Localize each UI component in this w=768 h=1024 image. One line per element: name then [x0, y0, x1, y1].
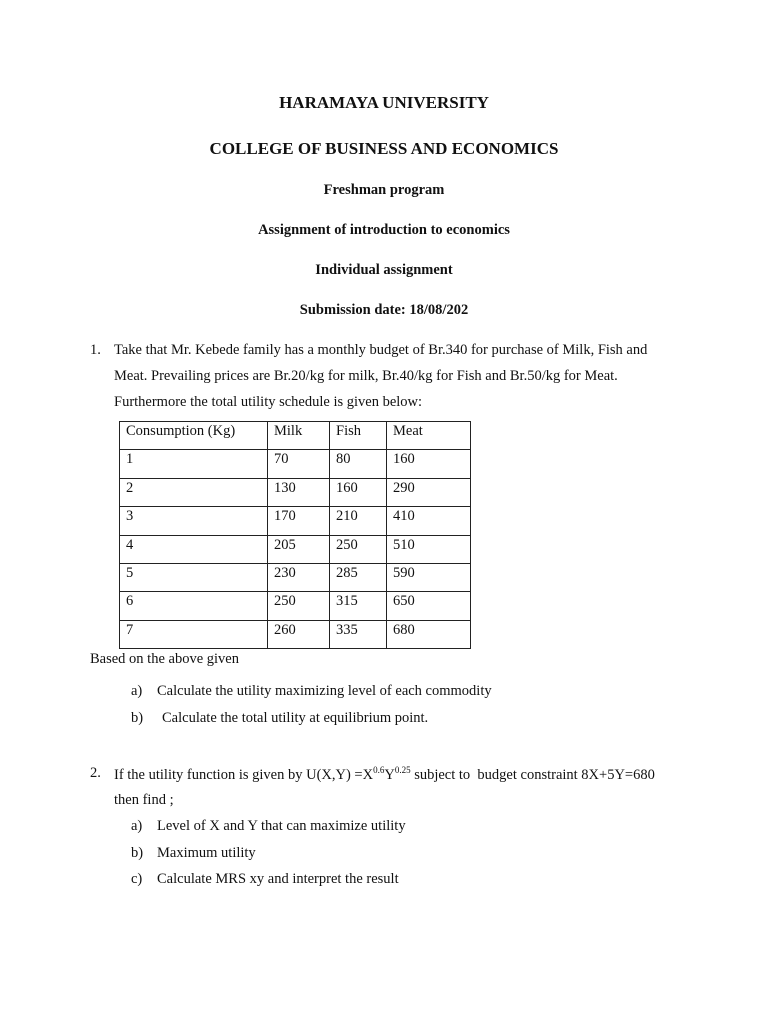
table-row: 5 230 285 590: [119, 562, 471, 593]
column-header: Consumption (Kg): [119, 420, 268, 451]
table-cell: 70: [267, 449, 330, 479]
text: Y: [384, 766, 395, 783]
table-cell: 7: [119, 619, 268, 650]
item-text: Calculate the total utility at equilibri…: [162, 710, 429, 726]
exponent: 0.6: [373, 765, 385, 775]
table-row: 1 70 80 160: [119, 449, 471, 479]
table-cell: 205: [267, 534, 330, 564]
table-cell: 4: [119, 534, 268, 564]
question-number: 2.: [90, 765, 101, 781]
university-title: HARAMAYA UNIVERSITY: [279, 93, 489, 112]
table-cell: 5: [119, 562, 268, 593]
table-cell: 285: [329, 562, 387, 593]
question-text-line: Take that Mr. Kebede family has a monthl…: [114, 342, 648, 358]
table-cell: 315: [329, 591, 387, 621]
college-title: COLLEGE OF BUSINESS AND ECONOMICS: [209, 139, 559, 158]
course-label: Assignment of introduction to economics: [258, 222, 510, 238]
program-label: Freshman program: [323, 182, 445, 198]
table-cell: 1: [119, 449, 268, 479]
item-text: Calculate the utility maximizing level o…: [157, 683, 492, 699]
table-cell: 210: [329, 506, 387, 536]
item-label: b): [131, 845, 144, 861]
item-text: Calculate MRS xy and interpret the resul…: [157, 871, 399, 887]
item-label: a): [131, 818, 143, 834]
question-text-line: If the utility function is given by U(X,…: [114, 765, 655, 784]
text: If the utility function is given by U(X,…: [114, 766, 374, 783]
column-header: Milk: [267, 420, 330, 451]
table-row: 7 260 335 680: [119, 619, 471, 650]
table-cell: 230: [267, 562, 330, 593]
table-cell: 130: [267, 477, 330, 508]
question-text-line: Meat. Prevailing prices are Br.20/kg for…: [114, 368, 618, 384]
question-text-line: Furthermore the total utility schedule i…: [114, 394, 423, 410]
table-header-row: Consumption (Kg) Milk Fish Meat: [119, 420, 471, 451]
table-cell: 260: [267, 619, 330, 650]
question-text-line: then find ;: [114, 792, 174, 808]
table-cell: 410: [386, 506, 471, 536]
utility-table: Consumption (Kg) Milk Fish Meat 1 70 80 160…: [119, 420, 471, 650]
table-cell: 6: [119, 591, 268, 621]
question-number: 1.: [90, 342, 101, 358]
table-row: 6 250 315 650: [119, 591, 471, 621]
item-text: Maximum utility: [157, 845, 256, 861]
based-on-text: Based on the above given: [90, 651, 239, 667]
exponent: 0.25: [394, 765, 411, 775]
table-cell: 290: [386, 477, 471, 508]
table-cell: 160: [329, 477, 387, 508]
item-label: b): [131, 710, 144, 726]
table-row: 3 170 210 410: [119, 506, 471, 536]
item-label: c): [131, 871, 143, 887]
assignment-type: Individual assignment: [315, 262, 453, 278]
table-row: 4 205 250 510: [119, 534, 471, 564]
table-cell: 680: [386, 619, 471, 650]
column-header: Fish: [329, 420, 387, 451]
table-cell: 80: [329, 449, 387, 479]
table-cell: 160: [386, 449, 471, 479]
item-label: a): [131, 683, 143, 699]
table-cell: 510: [386, 534, 471, 564]
table-cell: 2: [119, 477, 268, 508]
text: subject to budget constraint 8X+5Y=680: [410, 766, 655, 783]
table-cell: 170: [267, 506, 330, 536]
item-text: Level of X and Y that can maximize utili…: [157, 818, 406, 834]
table-cell: 250: [329, 534, 387, 564]
table-cell: 3: [119, 506, 268, 536]
table-cell: 335: [329, 619, 387, 650]
table-row: 2 130 160 290: [119, 477, 471, 508]
submission-date: Submission date: 18/08/202: [299, 302, 469, 318]
table-cell: 250: [267, 591, 330, 621]
table-cell: 650: [386, 591, 471, 621]
table-cell: 590: [386, 562, 471, 593]
column-header: Meat: [386, 420, 471, 451]
